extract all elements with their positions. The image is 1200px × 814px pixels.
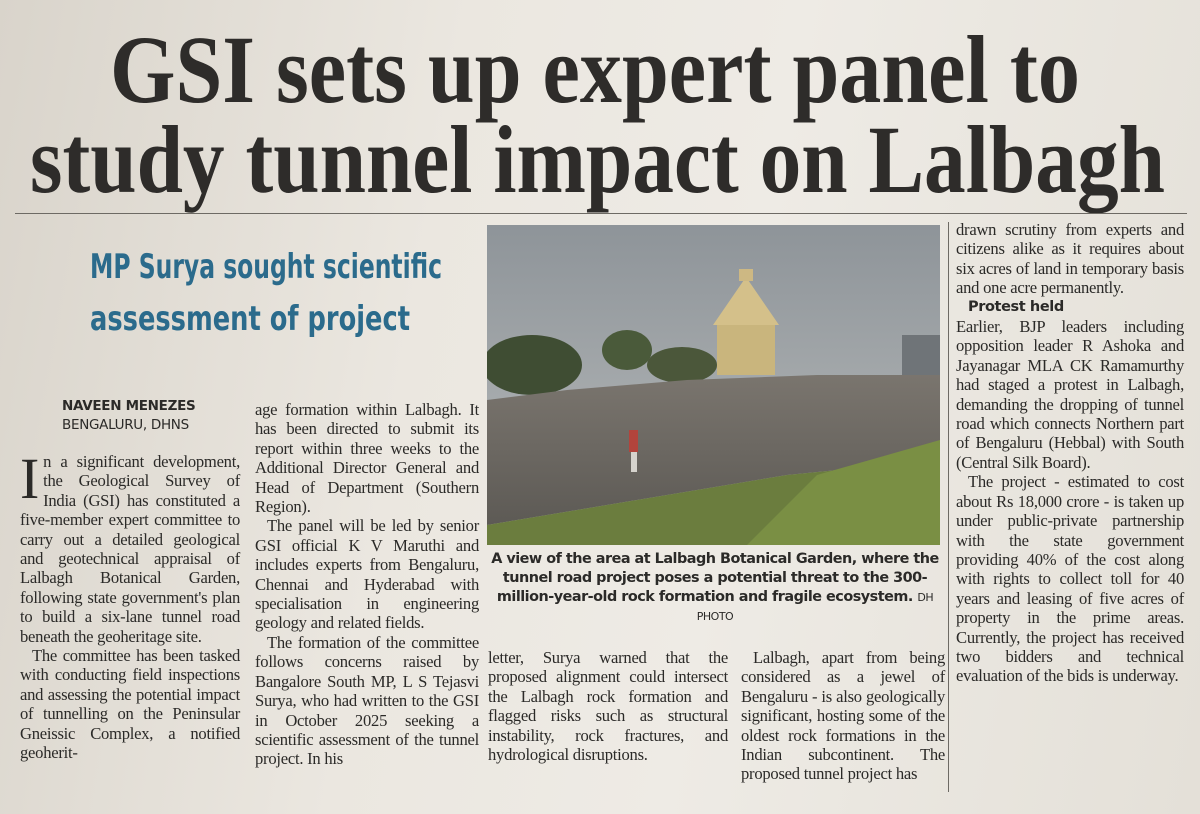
caption-text: A view of the area at Lalbagh Botanical … <box>491 551 939 605</box>
column: In a significant development, the Geolog… <box>20 446 240 763</box>
paragraph: drawn scrutiny from experts and citizens… <box>956 220 1184 298</box>
photo-credit: DH PHOTO <box>696 591 934 623</box>
column: letter, Surya warned that the proposed a… <box>488 648 728 764</box>
paragraph: The formation of the committee follows c… <box>255 632 479 769</box>
location: BENGALURU, DHNS <box>62 417 189 433</box>
column-rule <box>948 222 949 792</box>
paragraph: Lalbagh, apart from being considered as … <box>741 648 945 784</box>
subhead: Protest held <box>968 298 1064 315</box>
paragraph: letter, Surya warned that the proposed a… <box>488 648 728 765</box>
paragraph: The project - estimated to cost about Rs… <box>956 472 1184 686</box>
paragraph: In a significant development, the Geolog… <box>20 446 240 646</box>
column: Lalbagh, apart from being considered as … <box>741 648 945 784</box>
subheadline-line: assessment of project <box>90 299 410 339</box>
byline: NAVEEN MENEZES BENGALURU, DHNS <box>62 397 196 435</box>
paragraph: age formation within Lalbagh. It has bee… <box>255 400 479 517</box>
headline-line: GSI sets up expert panel to <box>110 16 1080 123</box>
column: age formation within Lalbagh. It has bee… <box>255 400 479 769</box>
paragraph: Earlier, BJP leaders including oppositio… <box>956 317 1184 472</box>
headline-line: study tunnel impact on Lalbagh <box>30 106 1165 213</box>
paragraph: The panel will be led by senior GSI offi… <box>255 516 479 633</box>
headline-block: GSI sets up expert panel to study tunnel… <box>30 16 1165 213</box>
subheadline-block: MP Surya sought scientific assessment of… <box>90 247 442 339</box>
author: NAVEEN MENEZES <box>62 398 196 414</box>
photo <box>487 225 940 545</box>
rule <box>15 213 1187 214</box>
caption: A view of the area at Lalbagh Botanical … <box>490 550 940 626</box>
subheadline-line: MP Surya sought scientific <box>90 247 442 287</box>
column: drawn scrutiny from experts and citizens… <box>956 220 1184 686</box>
paragraph: The committee has been tasked with condu… <box>20 646 240 763</box>
